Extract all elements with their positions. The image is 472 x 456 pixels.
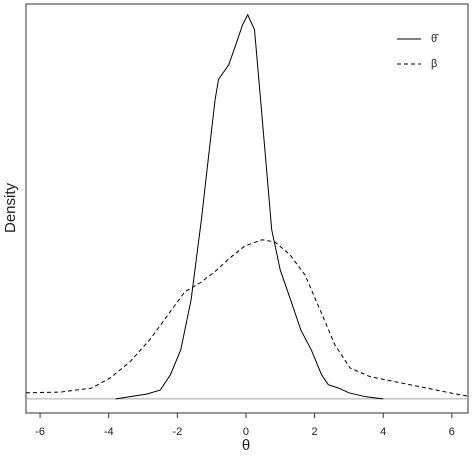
legend-label: θ̂	[431, 33, 439, 45]
y-axis-label: Density	[2, 182, 19, 233]
x-tick-label: -4	[104, 426, 114, 438]
x-tick-label: -6	[35, 426, 45, 438]
x-tick-label: 6	[449, 426, 455, 438]
density-line	[25, 239, 469, 397]
plot-frame	[25, 3, 469, 414]
x-axis-label: θ	[242, 437, 250, 454]
x-tick-label: 4	[380, 426, 386, 438]
legend-label: β	[431, 58, 437, 70]
x-tick-label: 0	[243, 426, 249, 438]
density-line	[115, 13, 384, 400]
x-tick-label: 2	[312, 426, 318, 438]
x-tick-label: -2	[172, 426, 182, 438]
